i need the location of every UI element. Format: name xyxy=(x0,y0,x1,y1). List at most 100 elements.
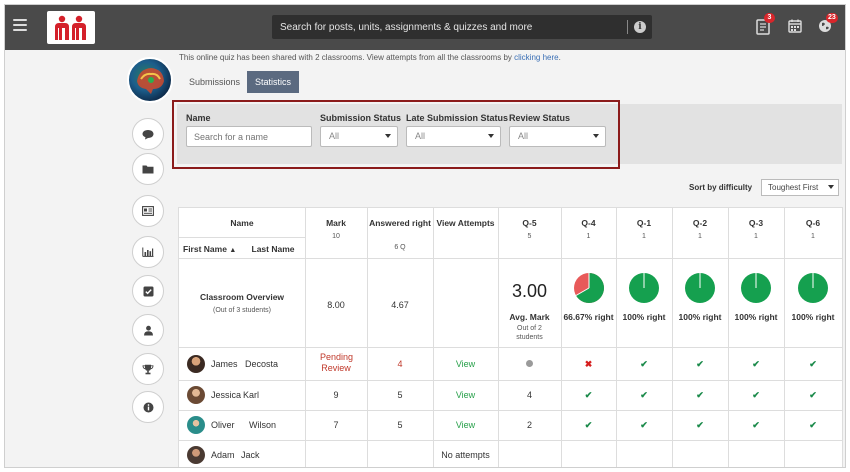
share-notice: This online quiz has been shared with 2 … xyxy=(179,53,561,62)
answered-right-header: Answered right xyxy=(369,218,431,228)
all-classrooms-link[interactable]: clicking here xyxy=(514,53,559,62)
correct-check-icon: ✔ xyxy=(640,390,648,400)
comment-icon[interactable] xyxy=(132,118,164,150)
question-header-2: Q-1 xyxy=(636,218,652,228)
student-avatar xyxy=(187,354,205,373)
name-search-input[interactable] xyxy=(186,126,312,147)
student-last-name: Decosta xyxy=(245,358,279,369)
question-header-0: Q-5 xyxy=(522,218,537,228)
tab-statistics[interactable]: Statistics xyxy=(247,71,300,93)
trophy-icon[interactable] xyxy=(132,353,164,385)
avg-mark-label: Avg. Mark xyxy=(509,312,550,322)
question-points-2: 1 xyxy=(642,233,646,240)
question-pie-chart-2 xyxy=(685,273,715,303)
filter-highlight-box xyxy=(172,100,620,169)
search-info-icon[interactable]: i xyxy=(634,21,646,33)
chevron-down-icon xyxy=(488,134,494,138)
correct-check-icon: ✔ xyxy=(752,420,760,430)
question-pie-chart-4 xyxy=(798,273,828,303)
first-name-sort-header[interactable]: First Name ▲ xyxy=(183,244,237,254)
question-stat-3: 100% right xyxy=(734,312,778,322)
app-window: i 3 23 This online xyxy=(4,4,846,468)
submission-status-select[interactable]: All xyxy=(320,126,398,147)
globe-icon[interactable]: 23 xyxy=(818,13,838,35)
answered-right-sub: 6 Q xyxy=(394,244,406,251)
global-search: i xyxy=(272,15,652,39)
student-last-name: Wilson xyxy=(249,420,277,430)
folder-icon[interactable] xyxy=(132,153,164,185)
last-name-header: Last Name xyxy=(251,244,295,254)
chevron-down-icon xyxy=(385,134,391,138)
question-header-4: Q-3 xyxy=(748,218,764,228)
hamburger-icon[interactable] xyxy=(13,19,27,31)
sort-label: Sort by difficulty xyxy=(689,183,753,192)
sort-difficulty-select[interactable]: Toughest First xyxy=(761,179,839,196)
student-avatar xyxy=(187,416,205,434)
correct-check-icon: ✔ xyxy=(696,358,704,369)
avg-mark-sub: Out of 2 xyxy=(517,325,542,332)
q5-score: 2 xyxy=(526,420,532,430)
avg-mark-value: 3.00 xyxy=(511,281,548,301)
info-icon[interactable] xyxy=(132,391,164,423)
notification-badge: 3 xyxy=(764,13,775,23)
question-stat-4: 100% right xyxy=(791,312,835,322)
correct-check-icon: ✔ xyxy=(809,358,817,369)
question-pie-chart-1 xyxy=(629,273,659,303)
correct-check-icon: ✔ xyxy=(809,420,817,430)
top-bar: i 3 23 xyxy=(5,5,845,50)
late-submission-select[interactable]: All xyxy=(406,126,501,147)
student-answered-right: 4 xyxy=(397,358,403,369)
mark-column-header: Mark xyxy=(326,218,346,228)
correct-check-icon: ✔ xyxy=(752,358,760,369)
no-attempts-label: No attempts xyxy=(441,450,490,460)
correct-check-icon: ✔ xyxy=(584,420,593,430)
student-answered-right: 5 xyxy=(397,390,403,400)
view-attempt-link[interactable]: View xyxy=(455,390,476,400)
review-status-select[interactable]: All xyxy=(509,126,606,147)
checkbox-icon[interactable] xyxy=(132,275,164,307)
calendar-icon[interactable] xyxy=(788,19,804,35)
mark-max: 10 xyxy=(332,233,340,240)
view-attempt-link[interactable]: View xyxy=(455,358,476,369)
classroom-overview-subtitle: (Out of 3 students) xyxy=(213,307,271,314)
question-points-3: 1 xyxy=(698,233,702,240)
student-answered-right: 5 xyxy=(397,420,403,430)
q5-score: 4 xyxy=(526,390,532,400)
correct-check-icon: ✔ xyxy=(584,390,593,400)
correct-check-icon: ✔ xyxy=(640,420,648,430)
pending-review-status[interactable]: Pending Review xyxy=(320,352,354,373)
overview-answered: 4.67 xyxy=(391,300,409,310)
id-card-icon[interactable] xyxy=(132,195,164,227)
question-pie-chart-3 xyxy=(741,273,771,303)
question-header-1: Q-4 xyxy=(581,218,596,228)
name-column-header: Name xyxy=(230,218,254,228)
student-first-name: Oliver xyxy=(211,420,235,430)
app-logo[interactable] xyxy=(47,11,95,44)
search-input[interactable] xyxy=(272,15,622,39)
student-first-name: James xyxy=(211,358,238,369)
submission-status-label: Submission Status xyxy=(320,113,402,123)
correct-check-icon: ✔ xyxy=(696,420,704,430)
correct-check-icon: ✔ xyxy=(809,390,817,400)
bar-chart-icon[interactable] xyxy=(132,236,164,268)
correct-check-icon: ✔ xyxy=(696,390,704,400)
overview-mark: 8.00 xyxy=(327,300,345,310)
correct-check-icon: ✔ xyxy=(640,358,648,369)
view-attempt-link[interactable]: View xyxy=(455,420,476,430)
question-stat-1: 100% right xyxy=(622,312,666,322)
student-first-name: Jessica xyxy=(211,390,242,400)
review-status-label: Review Status xyxy=(509,113,571,123)
question-stat-2: 100% right xyxy=(678,312,722,322)
updates-badge: 23 xyxy=(826,13,838,23)
q5-pending-dot xyxy=(498,359,561,369)
user-icon[interactable] xyxy=(132,314,164,346)
student-last-name: Karl xyxy=(243,390,260,400)
wrong-cross-icon: ✖ xyxy=(584,358,593,369)
tab-submissions[interactable]: Submissions xyxy=(189,77,241,87)
late-submission-label: Late Submission Status xyxy=(406,113,509,123)
student-mark: 9 xyxy=(333,390,339,400)
chevron-down-icon xyxy=(593,134,599,138)
quiz-avatar xyxy=(127,57,173,103)
chevron-down-icon xyxy=(828,185,834,189)
document-icon[interactable]: 3 xyxy=(756,13,775,35)
